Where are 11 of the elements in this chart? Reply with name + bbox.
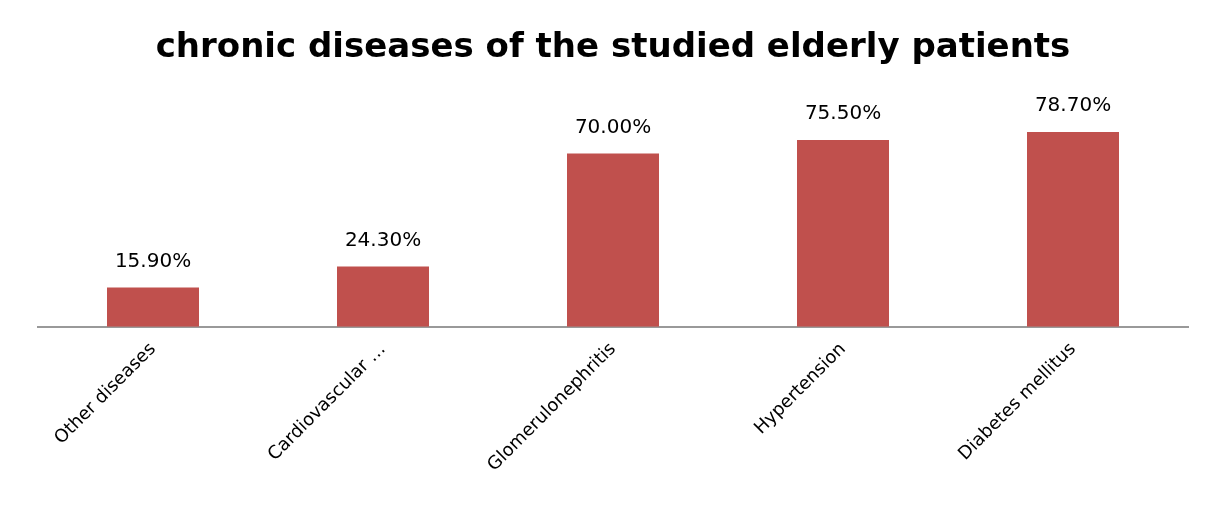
data-label: 24.30% (344, 226, 422, 251)
data-label: 70.00% (574, 113, 652, 138)
bar (1027, 132, 1119, 327)
bar (797, 139, 889, 327)
data-label: 15.90% (114, 247, 192, 272)
bar (337, 266, 429, 327)
bar (107, 287, 199, 327)
bar (567, 153, 659, 327)
chart-title: chronic diseases of the studied elderly patients (155, 25, 1071, 66)
data-label: 78.70% (1034, 92, 1112, 117)
data-label: 75.50% (804, 100, 882, 125)
